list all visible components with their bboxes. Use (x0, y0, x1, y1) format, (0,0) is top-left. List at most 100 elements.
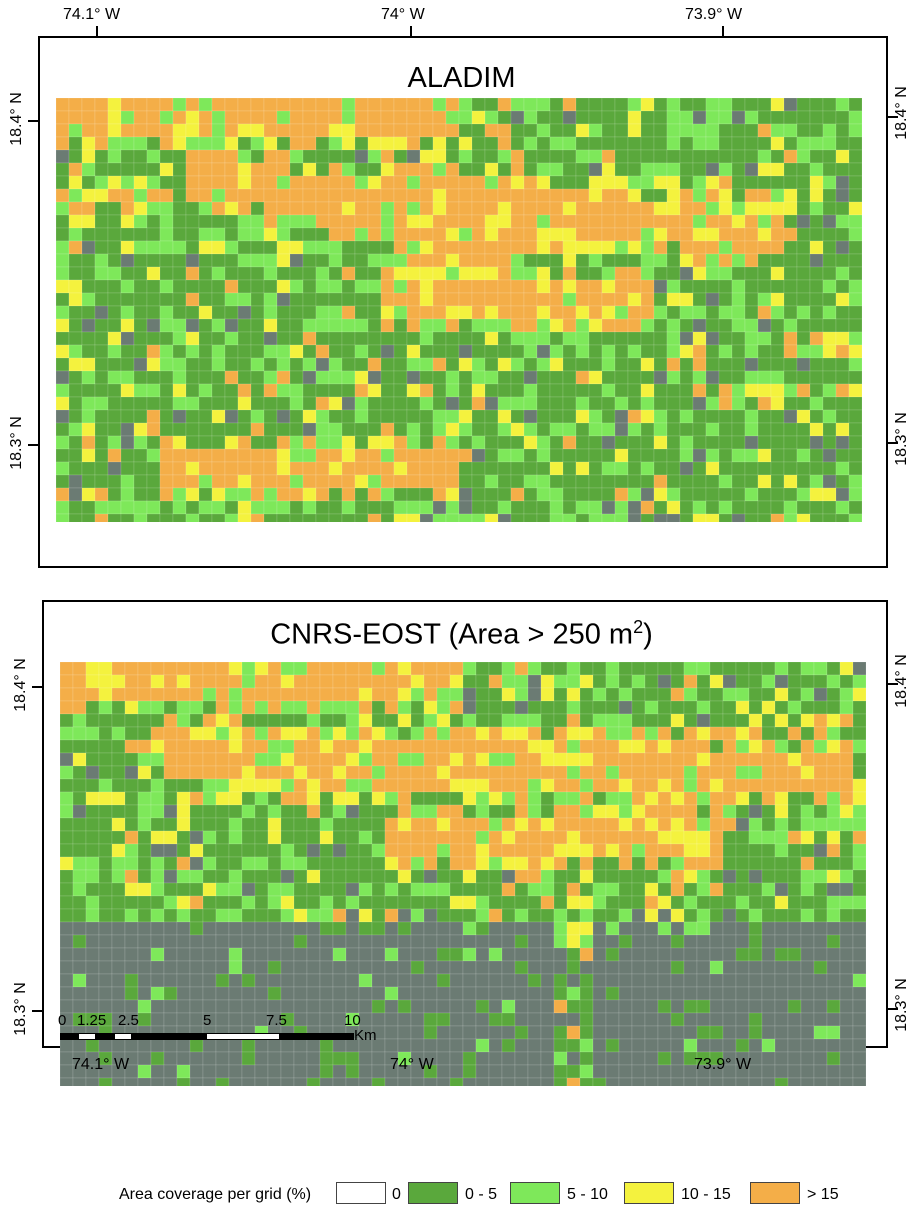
grid-cell (718, 175, 733, 190)
grid-cell (241, 674, 256, 689)
grid-cell (562, 162, 577, 177)
grid-cell (566, 947, 581, 962)
grid-cell (627, 214, 642, 229)
grid-cell (276, 409, 291, 424)
grid-cell (488, 765, 503, 780)
grid-cell (124, 869, 139, 884)
grid-cell (718, 253, 733, 268)
grid-cell (94, 292, 109, 307)
grid-cell (510, 149, 525, 164)
grid-cell (822, 214, 837, 229)
grid-cell (627, 396, 642, 411)
grid-cell (679, 98, 694, 112)
grid-cell (358, 1064, 373, 1079)
grid-cell (653, 123, 668, 138)
grid-cell (172, 175, 187, 190)
grid-cell (748, 674, 763, 689)
grid-cell (605, 843, 620, 858)
grid-cell (107, 162, 122, 177)
grid-cell (722, 791, 737, 806)
grid-cell (159, 487, 174, 502)
grid-cell (289, 370, 304, 385)
top-axis-label-1: 74.1° W (63, 6, 121, 23)
grid-cell (670, 895, 685, 910)
grid-cell (185, 487, 200, 502)
grid-cell (510, 513, 525, 522)
grid-cell (449, 804, 464, 819)
grid-cell (289, 513, 304, 522)
grid-cell (345, 700, 360, 715)
grid-cell (579, 869, 594, 884)
grid-cell (527, 869, 542, 884)
grid-cell (683, 843, 698, 858)
grid-cell (185, 344, 200, 359)
grid-cell (85, 804, 100, 819)
grid-cell (774, 817, 789, 832)
grid-cell (822, 162, 837, 177)
grid-cell (822, 422, 837, 437)
grid-cell (813, 986, 828, 1001)
grid-cell (315, 474, 330, 489)
grid-cell (692, 214, 707, 229)
grid-cell (436, 908, 451, 923)
grid-cell (670, 1025, 685, 1040)
grid-cell (250, 344, 265, 359)
grid-cell (289, 136, 304, 151)
legend-label-0: 0 (392, 1186, 401, 1203)
grid-cell (718, 474, 733, 489)
grid-cell (631, 999, 646, 1014)
grid-cell (761, 960, 776, 975)
grid-cell (419, 344, 434, 359)
grid-cell (536, 162, 551, 177)
grid-cell (592, 739, 607, 754)
grid-cell (445, 175, 460, 190)
grid-cell (800, 791, 815, 806)
grid-cell (826, 908, 841, 923)
grid-cell (81, 422, 96, 437)
grid-cell (445, 461, 460, 476)
grid-cell (692, 253, 707, 268)
grid-cell (280, 960, 295, 975)
grid-cell (670, 726, 685, 741)
grid-cell (848, 331, 862, 346)
grid-cell (822, 461, 837, 476)
grid-cell (211, 513, 226, 522)
grid-cell (137, 739, 152, 754)
grid-cell (263, 422, 278, 437)
grid-cell (605, 856, 620, 871)
grid-cell (120, 396, 135, 411)
grid-cell (172, 513, 187, 522)
grid-cell (670, 739, 685, 754)
grid-cell (735, 830, 750, 845)
grid-cell (748, 986, 763, 1001)
grid-cell (124, 791, 139, 806)
grid-cell (640, 331, 655, 346)
grid-cell (536, 435, 551, 450)
grid-cell (189, 934, 204, 949)
grid-cell (306, 986, 321, 1001)
grid-cell (85, 921, 100, 936)
grid-cell (315, 318, 330, 333)
grid-cell (185, 383, 200, 398)
grid-cell (393, 435, 408, 450)
grid-cell (813, 960, 828, 975)
grid-cell (315, 98, 330, 112)
grid-cell (319, 908, 334, 923)
grid-cell (644, 999, 659, 1014)
grid-cell (770, 500, 785, 515)
grid-cell (72, 986, 87, 1001)
grid-cell (380, 253, 395, 268)
grid-cell (783, 266, 798, 281)
grid-cell (85, 778, 100, 793)
grid-cell (241, 947, 256, 962)
grid-cell (640, 500, 655, 515)
grid-cell (670, 804, 685, 819)
grid-cell (787, 934, 802, 949)
grid-cell (224, 383, 239, 398)
grid-cell (397, 713, 412, 728)
grid-cell (410, 986, 425, 1001)
grid-cell (276, 98, 291, 112)
grid-cell (644, 960, 659, 975)
grid-cell (826, 1077, 841, 1086)
grid-cell (718, 422, 733, 437)
